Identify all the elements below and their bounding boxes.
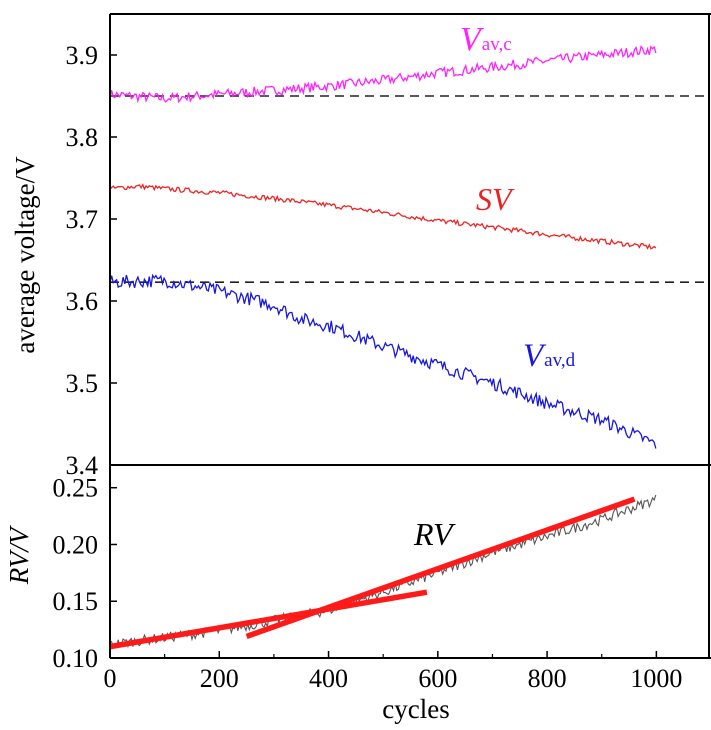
bottom-y-ticks: 0.10 0.15 0.20 0.25 — [53, 474, 117, 673]
top-y-tick-label: 3.4 — [66, 451, 99, 480]
top-y-tick-label: 3.8 — [66, 123, 99, 152]
bottom-y-axis-title: RV/V — [4, 524, 34, 585]
series-label-rv: RV — [413, 516, 456, 552]
series-label-sv: SV — [476, 181, 515, 217]
series-label-vav-d: Vav,d — [523, 338, 576, 374]
x-tick-label: 0 — [104, 664, 117, 693]
fit-line-0 — [109, 589, 428, 650]
series-label-vav-d-sub: av,d — [544, 350, 575, 371]
top-y-tick-label: 3.7 — [66, 205, 99, 234]
bottom-y-tick-label: 0.25 — [53, 474, 99, 503]
bottom-fit-lines — [109, 496, 636, 650]
top-y-tick-label: 3.5 — [66, 369, 99, 398]
top-y-tick-label: 3.9 — [66, 41, 99, 70]
bottom-y-tick-label: 0.20 — [53, 530, 99, 559]
bottom-y-tick-label: 0.10 — [53, 644, 99, 673]
top-y-axis-title: average voltage/V — [10, 156, 40, 354]
top-panel: 3.4 3.5 3.6 3.7 3.8 3.9 average voltage/V Vav… — [10, 21, 709, 480]
series-label-vav-c: Vav,c — [460, 21, 512, 58]
series-line-vav-c — [109, 44, 657, 104]
top-y-tick-label: 3.6 — [66, 287, 99, 316]
top-reference-lines — [110, 95, 709, 283]
x-tick-label: 600 — [418, 664, 457, 693]
series-line-vav-d — [109, 273, 657, 449]
plot-frame — [109, 13, 711, 659]
x-axis-title: cycles — [382, 694, 449, 724]
bottom-panel: 0.100.150.200.25 0 200 400 600 800 1000 RV/V … — [4, 474, 682, 724]
series-label-sv-main: SV — [476, 181, 515, 217]
x-ticks: 0 200 400 600 800 1000 — [104, 651, 682, 693]
x-tick-label: 200 — [200, 664, 239, 693]
x-tick-label: 1000 — [630, 664, 682, 693]
series-label-vav-c-sub: av,c — [482, 34, 512, 55]
fit-line-1 — [245, 496, 636, 640]
series-label-vav-d-main: V — [523, 338, 547, 374]
bottom-y-tick-label: 0.15 — [53, 587, 99, 616]
x-tick-label: 400 — [309, 664, 348, 693]
series-line-sv — [109, 183, 657, 250]
top-y-ticks: 3.4 3.5 3.6 3.7 3.8 3.9 — [66, 41, 117, 480]
top-series-group — [109, 44, 657, 449]
x-tick-label: 800 — [528, 664, 567, 693]
